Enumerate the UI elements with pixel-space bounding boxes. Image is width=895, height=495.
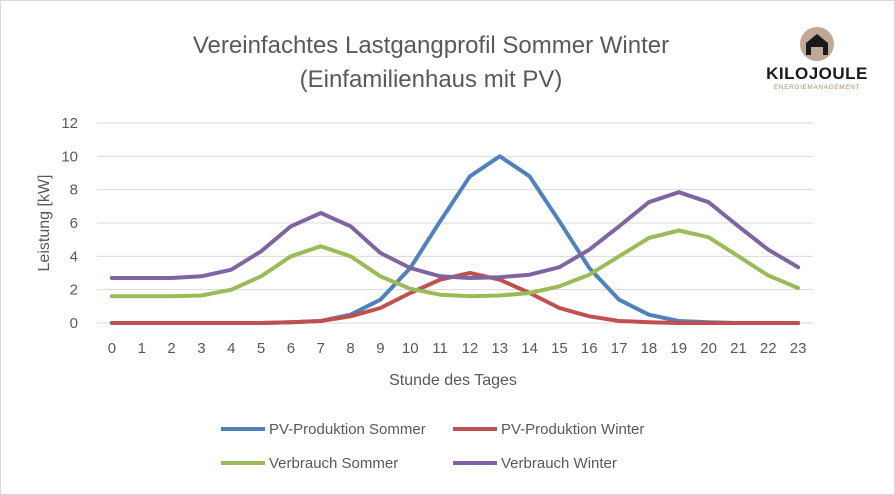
x-tick-label: 18 — [641, 340, 658, 357]
y-tick-label: 2 — [70, 282, 78, 299]
x-tick-label: 1 — [138, 340, 146, 357]
series-line-2 — [109, 271, 801, 325]
logo-tagline: ENERGIEMANAGEMENT — [774, 84, 860, 91]
x-tick-label: 21 — [730, 340, 747, 357]
x-tick-label: 17 — [611, 340, 628, 357]
y-tick-label: 10 — [61, 148, 78, 165]
x-tick-label: 8 — [346, 340, 354, 357]
x-tick-label: 5 — [257, 340, 265, 357]
x-tick-label: 2 — [167, 340, 175, 357]
y-tick-label: 6 — [70, 215, 78, 232]
x-tick-label: 11 — [432, 340, 448, 357]
legend-label: PV-Produktion Sommer — [269, 421, 426, 438]
x-tick-label: 9 — [376, 340, 384, 357]
x-tick-label: 10 — [402, 340, 419, 357]
y-tick-label: 8 — [70, 182, 78, 199]
x-tick-label: 22 — [760, 340, 777, 357]
x-tick-label: 19 — [670, 340, 687, 357]
series-line-4 — [109, 190, 801, 280]
y-axis-ticks: 0 2 4 6 8 10 12 — [61, 115, 78, 332]
series-lines — [109, 154, 801, 325]
chart-title-line2: (Einfamilienhaus mit PV) — [300, 66, 563, 93]
legend-label: PV-Produktion Winter — [501, 421, 644, 438]
x-tick-label: 6 — [287, 340, 295, 357]
y-tick-label: 12 — [61, 115, 78, 132]
logo-wordmark: KILOJOULE — [766, 64, 868, 83]
legend-label: Verbrauch Sommer — [269, 455, 398, 472]
x-tick-label: 14 — [521, 340, 538, 357]
x-tick-label: 20 — [700, 340, 717, 357]
y-axis-title: Leistung [kW] — [36, 175, 53, 272]
x-axis-title: Stunde des Tages — [389, 372, 517, 389]
chart-title-line1: Vereinfachtes Lastgangprofil Sommer Wint… — [193, 32, 669, 59]
series-line-1 — [109, 154, 801, 325]
x-tick-label: 0 — [108, 340, 116, 357]
legend-label: Verbrauch Winter — [501, 455, 617, 472]
x-tick-label: 13 — [491, 340, 508, 357]
x-tick-label: 3 — [197, 340, 205, 357]
series-line-3 — [109, 228, 801, 299]
house-icon — [806, 34, 828, 55]
y-tick-label: 4 — [70, 248, 78, 265]
y-tick-label: 0 — [70, 315, 78, 332]
legend: PV-Produktion Sommer PV-Produktion Winter… — [221, 421, 644, 472]
x-tick-label: 12 — [462, 340, 479, 357]
x-axis-ticks: 0 1 2 3 4 5 6 7 8 9 10 11 12 13 14 15 16 17 18 19 20 21 22 23 — [108, 340, 807, 357]
company-logo: KILOJOULE ENERGIEMANAGEMENT — [766, 27, 868, 91]
x-tick-label: 16 — [581, 340, 598, 357]
x-tick-label: 23 — [790, 340, 807, 357]
x-tick-label: 7 — [317, 340, 325, 357]
x-tick-label: 15 — [551, 340, 568, 357]
x-tick-label: 4 — [227, 340, 235, 357]
